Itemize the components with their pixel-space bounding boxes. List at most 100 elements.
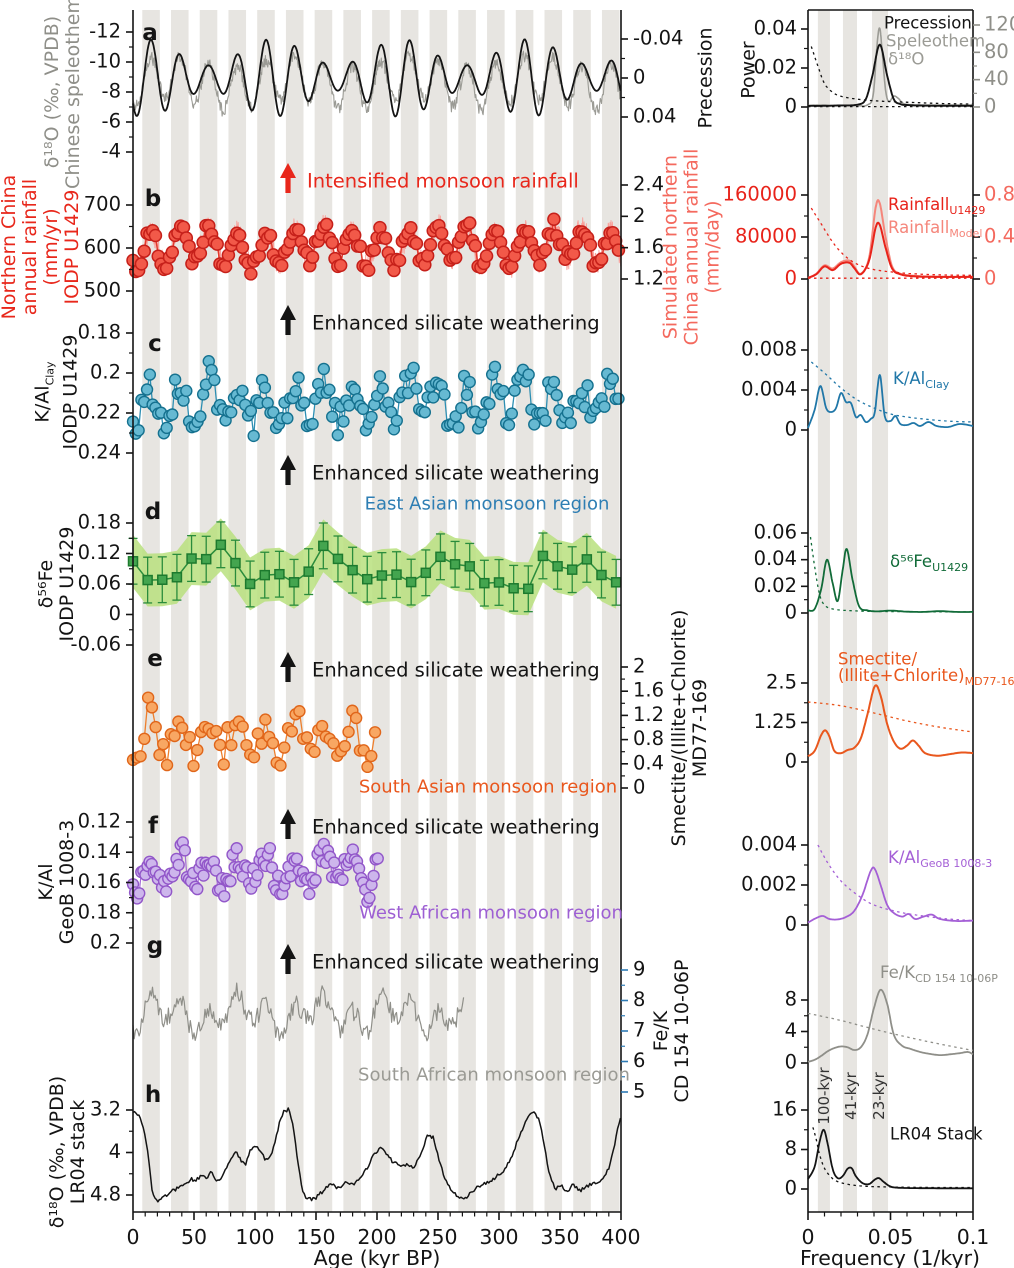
axis-title-line: LR04 stack xyxy=(67,1099,89,1205)
axis-title-rainfall: Northern China annual rainfall (mm/yr) I… xyxy=(0,175,83,320)
svg-text:0.4: 0.4 xyxy=(984,225,1014,248)
svg-text:0.008: 0.008 xyxy=(741,338,797,361)
axis-title-line: (mm/day) xyxy=(701,200,724,294)
svg-text:2.4: 2.4 xyxy=(633,173,664,196)
svg-text:-4: -4 xyxy=(102,140,121,163)
svg-text:0.22: 0.22 xyxy=(78,401,121,424)
axis-title-kal-clay: K/AlClay IODP U1429 xyxy=(32,335,82,450)
svg-text:-0.06: -0.06 xyxy=(71,633,121,656)
svg-text:4: 4 xyxy=(109,1140,121,1163)
svg-text:250: 250 xyxy=(418,1225,457,1249)
axis-title-line: Simulated northern xyxy=(659,154,682,340)
legend-fek: Fe/KCD 154 10-06P xyxy=(880,962,998,986)
svg-text:0: 0 xyxy=(785,913,797,936)
svg-text:0.06: 0.06 xyxy=(754,521,797,544)
svg-text:8: 8 xyxy=(785,988,797,1011)
legend-lr04: LR04 Stack xyxy=(890,1124,983,1144)
svg-text:8: 8 xyxy=(633,988,645,1011)
axis-title-line: Northern China xyxy=(0,174,20,320)
x-axis-title-frequency: Frequency (1/kyr) xyxy=(799,1246,981,1268)
svg-text:1.6: 1.6 xyxy=(633,679,664,702)
annotation-intensified-monsoon: Intensified monsoon rainfall xyxy=(307,169,579,193)
svg-text:0: 0 xyxy=(785,1051,797,1074)
axis-title-smectite: Smectite/(Illite+Chlorite) MD77-169 xyxy=(668,609,711,847)
axis-title-line: δ¹⁸O (‰, VPDB) xyxy=(46,1075,68,1229)
band-label-23kyr: 23-kyr xyxy=(870,1072,888,1120)
legend-d56fe: δ⁵⁶FeU1429 xyxy=(890,551,969,575)
svg-text:-6: -6 xyxy=(102,110,121,133)
axis-title-line: (mm/yr) xyxy=(40,208,62,286)
axis-title-line: China annual rainfall xyxy=(680,148,703,346)
svg-text:1.2: 1.2 xyxy=(633,703,664,726)
x-axis-title-age: Age (kyr BP) xyxy=(313,1246,441,1268)
panel-letter-g: g xyxy=(146,933,164,959)
legend-precession: Precession xyxy=(884,13,972,33)
svg-text:0: 0 xyxy=(801,1225,814,1249)
svg-text:0: 0 xyxy=(633,776,645,799)
axis-title-d56fe: δ⁵⁶Fe IODP U1429 xyxy=(35,526,78,642)
svg-text:0.05: 0.05 xyxy=(868,1225,914,1249)
svg-text:150: 150 xyxy=(296,1225,335,1249)
panel-letter-d: d xyxy=(144,499,162,525)
axis-title-kal-geob: K/Al GeoB 1008-3 xyxy=(35,820,78,944)
svg-text:0.002: 0.002 xyxy=(741,873,797,896)
annotation-enhanced-weathering-4: Enhanced silicate weathering xyxy=(312,815,600,839)
svg-text:300: 300 xyxy=(479,1225,518,1249)
svg-text:0: 0 xyxy=(785,95,797,118)
axis-title-line: Fe/K xyxy=(650,1010,672,1052)
svg-text:0: 0 xyxy=(785,1177,797,1200)
axis-title-line: annual rainfall xyxy=(19,178,41,316)
svg-text:40: 40 xyxy=(984,67,1009,90)
svg-text:500: 500 xyxy=(84,279,121,302)
axis-title-line: δ⁵⁶Fe xyxy=(35,559,57,609)
svg-text:-8: -8 xyxy=(102,80,121,103)
svg-text:2: 2 xyxy=(633,204,645,227)
panel-letter-h: h xyxy=(144,1082,162,1108)
axis-title-line: IODP U1429 xyxy=(56,526,78,642)
axis-title-line: Power xyxy=(737,41,760,99)
svg-text:600: 600 xyxy=(84,236,121,259)
svg-text:1.25: 1.25 xyxy=(754,710,797,733)
svg-text:0: 0 xyxy=(126,1225,139,1249)
svg-text:50: 50 xyxy=(181,1225,207,1249)
annotation-enhanced-weathering-3: Enhanced silicate weathering xyxy=(312,658,600,682)
svg-text:0.18: 0.18 xyxy=(78,321,121,344)
panel-letter-e: e xyxy=(147,646,163,672)
svg-text:0.06: 0.06 xyxy=(78,572,121,595)
axis-title-line: Smectite/(Illite+Chlorite) xyxy=(668,609,690,847)
svg-text:1.2: 1.2 xyxy=(633,267,664,290)
svg-text:700: 700 xyxy=(84,193,121,216)
svg-text:0: 0 xyxy=(984,95,996,118)
legend-smectite-line2: (Illite+Chlorite)MD77-169 xyxy=(838,665,1014,689)
svg-text:-0.04: -0.04 xyxy=(633,27,683,50)
axis-title-line: Precession xyxy=(694,27,717,129)
svg-text:200: 200 xyxy=(357,1225,396,1249)
svg-text:0.18: 0.18 xyxy=(78,511,121,534)
svg-text:16: 16 xyxy=(772,1098,797,1121)
svg-text:0.14: 0.14 xyxy=(78,840,121,863)
axis-title-fek: Fe/K CD 154 10-06P xyxy=(650,959,693,1103)
legend-smectite-line1: Smectite/ xyxy=(838,649,918,669)
svg-text:0: 0 xyxy=(984,267,996,290)
svg-text:8: 8 xyxy=(785,1137,797,1160)
axis-title-line: CD 154 10-06P xyxy=(671,959,693,1103)
svg-text:0.02: 0.02 xyxy=(754,574,797,597)
svg-text:0.12: 0.12 xyxy=(78,810,121,833)
annotation-enhanced-weathering-2: Enhanced silicate weathering xyxy=(312,461,600,485)
panel-letter-f: f xyxy=(147,813,159,839)
axis-title-speleothem: δ¹⁸O (‰, VPDB) Chinese speleothem xyxy=(41,0,84,189)
svg-text:0.004: 0.004 xyxy=(741,833,797,856)
axis-title-precession: Precession xyxy=(694,27,717,129)
region-label-south-african: South African monsoon region xyxy=(358,1064,630,1086)
svg-text:0.04: 0.04 xyxy=(633,105,676,128)
panel-letter-c: c xyxy=(148,331,162,357)
svg-text:0: 0 xyxy=(785,267,797,290)
axis-title-line: IODP U1429 xyxy=(61,189,83,305)
axis-title-line: MD77-169 xyxy=(689,678,711,778)
svg-text:120: 120 xyxy=(984,13,1014,36)
svg-text:0.02: 0.02 xyxy=(754,56,797,79)
legend-rainfall-u1429: RainfallU1429 xyxy=(888,194,986,218)
svg-text:6: 6 xyxy=(633,1049,645,1072)
